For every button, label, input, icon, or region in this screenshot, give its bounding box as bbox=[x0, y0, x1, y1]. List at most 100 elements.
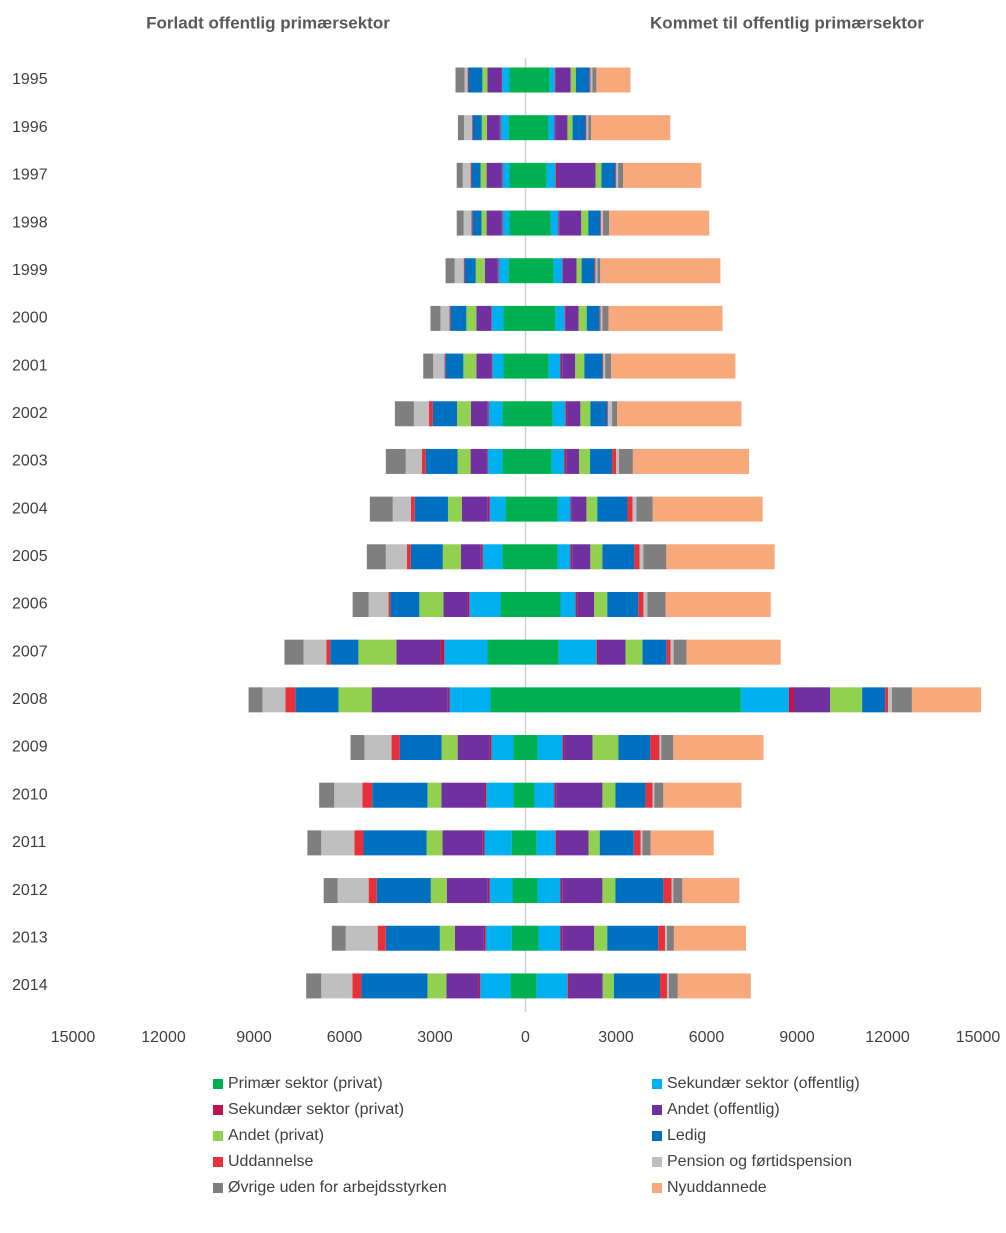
bar-segment bbox=[558, 639, 597, 665]
bar-segment bbox=[508, 115, 526, 141]
bar-segment bbox=[423, 353, 434, 379]
x-tick-label: 9000 bbox=[779, 1029, 815, 1046]
bar-segment bbox=[331, 925, 346, 951]
bar-segment bbox=[481, 210, 487, 236]
bar-segment bbox=[585, 115, 587, 141]
bar-segment bbox=[454, 925, 484, 951]
bar-segment bbox=[321, 830, 355, 856]
bar-segment bbox=[671, 878, 674, 904]
bar-segment bbox=[490, 305, 492, 331]
bar-segment bbox=[500, 591, 526, 617]
bar-segment bbox=[388, 591, 391, 617]
bar-segment bbox=[396, 639, 441, 665]
bar-segment bbox=[441, 782, 485, 808]
bar-segment bbox=[673, 925, 747, 951]
bar-segment bbox=[562, 735, 565, 761]
bar-segment bbox=[457, 448, 471, 474]
bar-segment bbox=[497, 258, 499, 284]
bar-segment bbox=[352, 973, 362, 999]
bar-segment bbox=[307, 830, 322, 856]
bar-segment bbox=[442, 544, 461, 570]
bar-segment bbox=[441, 735, 458, 761]
bar-segment bbox=[579, 448, 591, 474]
bar-segment bbox=[502, 210, 510, 236]
bar-segment bbox=[487, 878, 490, 904]
bar-segment bbox=[488, 401, 503, 427]
bar-segment bbox=[484, 830, 512, 856]
bar-segment bbox=[537, 735, 563, 761]
bar-segment bbox=[421, 448, 426, 474]
bar-segment bbox=[377, 925, 386, 951]
bar-segment bbox=[602, 782, 616, 808]
bar-segment bbox=[482, 830, 485, 856]
bar-segment bbox=[470, 448, 487, 474]
bar-segment bbox=[449, 305, 451, 331]
bar-segment bbox=[885, 687, 889, 713]
legend-swatch bbox=[652, 1157, 662, 1167]
bar-segment bbox=[654, 782, 664, 808]
bar-segment bbox=[660, 973, 667, 999]
bar-segment bbox=[457, 401, 471, 427]
bar-segment bbox=[650, 830, 714, 856]
y-tick-label: 2012 bbox=[12, 882, 48, 899]
legend-label: Uddannelse bbox=[228, 1153, 314, 1170]
bar-segment bbox=[600, 210, 602, 236]
bar-segment bbox=[364, 735, 392, 761]
bar-segment bbox=[548, 115, 555, 141]
legend-swatch bbox=[652, 1079, 662, 1089]
legend-swatch bbox=[213, 1105, 223, 1115]
bar-segment bbox=[673, 735, 764, 761]
bar-segment bbox=[555, 162, 558, 188]
y-tick-label: 2003 bbox=[12, 453, 48, 470]
bar-segment bbox=[445, 353, 464, 379]
bar-segment bbox=[509, 162, 526, 188]
bar-segment bbox=[560, 591, 576, 617]
bar-segment bbox=[427, 782, 442, 808]
bar-segment bbox=[432, 401, 458, 427]
bar-segment bbox=[419, 591, 444, 617]
bar-segment bbox=[682, 878, 740, 904]
x-tick-label: 3000 bbox=[417, 1029, 453, 1046]
bar-segment bbox=[557, 830, 589, 856]
bar-segment bbox=[369, 496, 393, 522]
bar-segment bbox=[663, 782, 742, 808]
bar-segment bbox=[319, 782, 335, 808]
bar-segment bbox=[554, 67, 556, 93]
bar-segment bbox=[602, 305, 609, 331]
bar-segment bbox=[358, 639, 397, 665]
bar-segment bbox=[589, 67, 591, 93]
bar-segment bbox=[447, 687, 450, 713]
bar-segment bbox=[394, 401, 414, 427]
bar-segment bbox=[471, 162, 481, 188]
bar-segment bbox=[354, 830, 364, 856]
bar-segment bbox=[643, 591, 648, 617]
bar-segment bbox=[588, 830, 600, 856]
bar-segment bbox=[498, 258, 509, 284]
bar-segment bbox=[444, 639, 488, 665]
bar-segment bbox=[615, 782, 646, 808]
bar-segment bbox=[596, 67, 631, 93]
bar-segment bbox=[550, 210, 559, 236]
bar-segment bbox=[414, 496, 448, 522]
bar-segment bbox=[570, 544, 573, 570]
bar-segment bbox=[564, 305, 566, 331]
y-tick-label: 1997 bbox=[12, 167, 48, 184]
bar-segment bbox=[501, 210, 503, 236]
bar-segment bbox=[553, 258, 563, 284]
legend-swatch bbox=[213, 1157, 223, 1167]
bar-segment bbox=[562, 258, 564, 284]
x-tick-label: 15000 bbox=[51, 1029, 96, 1046]
bar-segment bbox=[588, 115, 592, 141]
bar-segment bbox=[525, 878, 538, 904]
bar-segment bbox=[505, 496, 526, 522]
bar-segment bbox=[600, 258, 721, 284]
bar-segment bbox=[525, 258, 554, 284]
bar-segment bbox=[862, 687, 886, 713]
y-tick-label: 2011 bbox=[12, 834, 47, 851]
bar-segment bbox=[595, 162, 602, 188]
bar-segment bbox=[371, 687, 448, 713]
legend-label: Ledig bbox=[667, 1127, 706, 1144]
bar-segment bbox=[502, 401, 526, 427]
bar-segment bbox=[595, 258, 598, 284]
bar-segment bbox=[534, 782, 555, 808]
